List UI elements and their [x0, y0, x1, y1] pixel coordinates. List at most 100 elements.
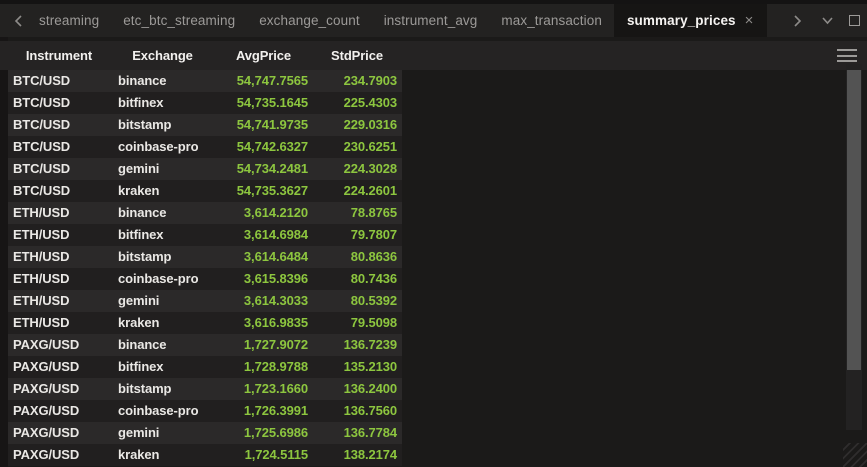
instrument-cell: PAXG/USD	[13, 447, 80, 462]
stdprice-cell: 224.2601	[343, 183, 398, 198]
avgprice-cell: 3,614.3033	[243, 293, 308, 308]
avgprice-cell: 54,742.6327	[236, 139, 308, 154]
table-row[interactable]: PAXG/USD coinbase-pro 1,726.3991 136.7560	[8, 400, 402, 422]
instrument-cell: ETH/USD	[13, 205, 70, 220]
table-row[interactable]: BTC/USD gemini 54,734.2481 224.3028	[8, 158, 402, 180]
instrument-cell: ETH/USD	[13, 227, 70, 242]
table-row[interactable]: PAXG/USD kraken 1,724.5115 138.2174	[8, 444, 402, 466]
stdprice-cell: 80.5392	[350, 293, 397, 308]
avgprice-cell: 54,735.1645	[236, 95, 308, 110]
table-row[interactable]: ETH/USD kraken 3,616.9835 79.5098	[8, 312, 402, 334]
stdprice-cell: 136.2400	[343, 381, 398, 396]
stdprice-cell: 135.2130	[343, 359, 398, 374]
tab-streaming[interactable]: streaming	[39, 13, 100, 28]
instrument-cell: PAXG/USD	[13, 425, 80, 440]
instrument-cell: PAXG/USD	[13, 403, 80, 418]
column-header-exchange[interactable]: Exchange	[132, 48, 193, 63]
stdprice-cell: 80.7436	[350, 271, 397, 286]
exchange-cell: kraken	[118, 315, 160, 330]
avgprice-cell: 1,724.5115	[244, 447, 308, 462]
stdprice-cell: 230.6251	[343, 139, 398, 154]
exchange-cell: gemini	[118, 425, 160, 440]
avgprice-cell: 3,614.6984	[243, 227, 308, 242]
exchange-cell: coinbase-pro	[118, 271, 199, 286]
table-row[interactable]: BTC/USD bitfinex 54,735.1645 225.4303	[8, 92, 402, 114]
instrument-cell: BTC/USD	[13, 117, 71, 132]
exchange-cell: binance	[118, 337, 167, 352]
table-row[interactable]: PAXG/USD gemini 1,725.6986 136.7784	[8, 422, 402, 444]
avgprice-cell: 54,741.9735	[236, 117, 308, 132]
exchange-cell: binance	[118, 73, 167, 88]
exchange-cell: kraken	[118, 183, 160, 198]
vertical-scrollbar-thumb[interactable]	[847, 70, 861, 370]
avgprice-cell: 3,615.8396	[243, 271, 308, 286]
stdprice-cell: 79.7807	[350, 227, 397, 242]
exchange-cell: kraken	[118, 447, 160, 462]
avgprice-cell: 1,723.1660	[243, 381, 308, 396]
table-header-row: Instrument Exchange AvgPrice StdPrice	[0, 41, 867, 70]
instrument-cell: PAXG/USD	[13, 359, 80, 374]
stdprice-cell: 138.2174	[343, 447, 398, 462]
avgprice-cell: 54,747.7565	[236, 73, 308, 88]
table-row[interactable]: BTC/USD binance 54,747.7565 234.7903	[8, 70, 402, 92]
table-row[interactable]: BTC/USD kraken 54,735.3627 224.2601	[8, 180, 402, 202]
stdprice-cell: 80.8636	[350, 249, 397, 264]
exchange-cell: bitstamp	[118, 117, 172, 132]
exchange-cell: bitfinex	[118, 95, 164, 110]
table-row[interactable]: PAXG/USD binance 1,727.9072 136.7239	[8, 334, 402, 356]
hamburger-menu-icon[interactable]	[837, 49, 857, 62]
stdprice-cell: 136.7560	[343, 403, 398, 418]
table-row[interactable]: PAXG/USD bitfinex 1,728.9788 135.2130	[8, 356, 402, 378]
column-header-stdprice[interactable]: StdPrice	[331, 48, 383, 63]
column-header-instrument[interactable]: Instrument	[25, 48, 93, 63]
table-header-cells: Instrument Exchange AvgPrice StdPrice	[8, 41, 402, 70]
scroll-tabs-right-icon[interactable]	[789, 14, 806, 28]
exchange-cell: binance	[118, 205, 167, 220]
tab-list-dropdown-icon[interactable]	[817, 16, 838, 25]
tab-bar: streaming etc_btc_streaming exchange_cou…	[0, 4, 867, 37]
close-tab-icon[interactable]: ×	[744, 12, 754, 29]
instrument-cell: PAXG/USD	[13, 381, 80, 396]
instrument-cell: ETH/USD	[13, 293, 70, 308]
scroll-tabs-left-icon[interactable]	[10, 14, 27, 28]
table-row[interactable]: ETH/USD coinbase-pro 3,615.8396 80.7436	[8, 268, 402, 290]
table-row[interactable]: BTC/USD bitstamp 54,741.9735 229.0316	[8, 114, 402, 136]
exchange-cell: gemini	[118, 293, 160, 308]
table-row[interactable]: ETH/USD gemini 3,614.3033 80.5392	[8, 290, 402, 312]
table-row[interactable]: ETH/USD bitstamp 3,614.6484 80.8636	[8, 246, 402, 268]
tab-summary-prices[interactable]: summary_prices ×	[613, 4, 767, 37]
avgprice-cell: 1,725.6986	[243, 425, 308, 440]
vertical-scrollbar-track[interactable]	[846, 64, 862, 430]
exchange-cell: bitfinex	[118, 359, 164, 374]
tab-exchange-count[interactable]: exchange_count	[259, 13, 360, 28]
instrument-cell: BTC/USD	[13, 95, 71, 110]
tab-bar-background: streaming etc_btc_streaming exchange_cou…	[0, 0, 867, 37]
avgprice-cell: 3,616.9835	[243, 315, 308, 330]
column-header-avgprice[interactable]: AvgPrice	[235, 48, 292, 63]
table-row[interactable]: ETH/USD binance 3,614.2120 78.8765	[8, 202, 402, 224]
exchange-cell: coinbase-pro	[118, 403, 199, 418]
avgprice-cell: 3,614.2120	[243, 205, 308, 220]
exchange-cell: bitfinex	[118, 227, 164, 242]
resize-grip[interactable]	[843, 443, 867, 467]
tab-instrument-avg[interactable]: instrument_avg	[383, 13, 478, 28]
instrument-cell: ETH/USD	[13, 271, 70, 286]
stdprice-cell: 78.8765	[350, 205, 397, 220]
table-row[interactable]: BTC/USD coinbase-pro 54,742.6327 230.6251	[8, 136, 402, 158]
avgprice-cell: 54,734.2481	[236, 161, 308, 176]
avgprice-cell: 3,614.6484	[243, 249, 308, 264]
maximize-panel-icon[interactable]	[849, 15, 860, 26]
instrument-cell: BTC/USD	[13, 183, 71, 198]
exchange-cell: coinbase-pro	[118, 139, 199, 154]
exchange-cell: bitstamp	[118, 381, 172, 396]
table-row[interactable]: ETH/USD bitfinex 3,614.6984 79.7807	[8, 224, 402, 246]
tab-bar-controls	[789, 14, 860, 28]
exchange-cell: gemini	[118, 161, 160, 176]
table-row[interactable]: PAXG/USD bitstamp 1,723.1660 136.2400	[8, 378, 402, 400]
instrument-cell: BTC/USD	[13, 161, 71, 176]
tab-etc-btc-streaming[interactable]: etc_btc_streaming	[123, 13, 236, 28]
tab-summary-prices-label: summary_prices	[626, 13, 736, 28]
stdprice-cell: 224.3028	[343, 161, 398, 176]
tab-max-transaction[interactable]: max_transaction	[501, 13, 602, 28]
